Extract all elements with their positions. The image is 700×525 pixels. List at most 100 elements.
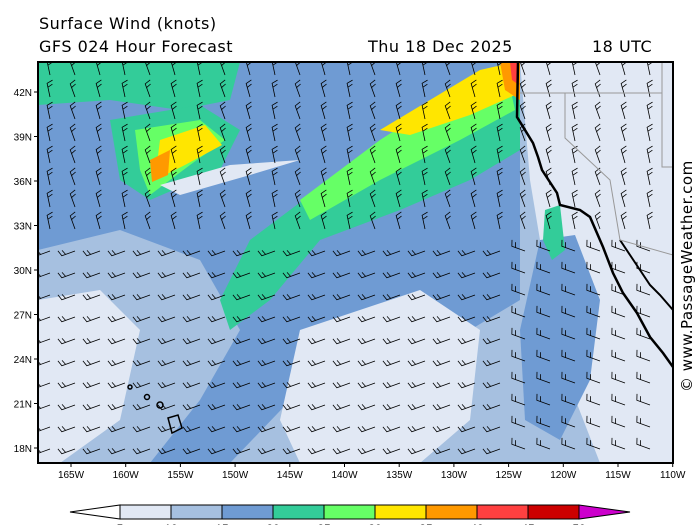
wind-barb [536,437,551,450]
wind-barb [219,101,226,120]
wind-barb [332,338,351,345]
wind-barb [332,250,351,257]
wind-barb [282,404,301,411]
wind-barb [57,448,76,455]
wind-barb [232,426,251,433]
wind-barb [444,167,451,186]
lat-label: 42N [14,88,32,99]
wind-barb [157,448,176,455]
wind-barb [395,167,402,186]
wind-barb [82,316,101,323]
wind-barb [432,404,451,411]
wind-barb [46,79,53,98]
wind-barb [545,123,552,142]
wind-barb [107,360,126,367]
wind-barb [332,360,351,367]
wind-barb [69,145,76,164]
wind-barb [586,283,601,296]
wind-barb [646,145,653,164]
colorbar-label: 15 [215,522,229,525]
wind-barb [407,250,426,257]
wind-barb [219,79,226,98]
lon-label: 135W [386,470,413,481]
wind-barb [561,415,576,428]
wind-barb [444,189,451,208]
wind-barb [636,415,651,428]
wind-barb [57,404,76,411]
wind-barb [382,316,401,323]
wind-barb [257,316,276,323]
wind-barb [432,448,451,455]
wind-barb [132,382,151,389]
wind-barb [196,167,203,186]
wind-barb [282,272,301,279]
wind-barb [157,272,176,279]
wind-barb [482,338,501,345]
wind-barb [282,360,301,367]
wind-barb [357,448,376,455]
wind-barb [307,316,326,323]
wind-barb [271,79,278,98]
wind-barb [121,211,128,230]
wind-barb [157,294,176,301]
wind-barb [470,189,477,208]
wind-barb [444,145,451,164]
wind-barb [57,338,76,345]
wind-barb [332,272,351,279]
wind-barb [561,305,576,318]
wind-barb [320,101,327,120]
wind-barb [511,437,526,450]
wind-barb [536,239,551,252]
wind-barb [95,189,102,208]
wind-barb [170,211,177,230]
wind-barb [121,123,128,142]
wind-barb [571,145,578,164]
wind-barb [470,145,477,164]
wind-barb [482,316,501,323]
colorbar-swatch [374,504,427,520]
wind-barb [369,211,376,230]
wind-barb [561,327,576,340]
wind-barb [586,261,601,274]
wind-barb [245,145,252,164]
wind-barb [57,316,76,323]
wind-barb [457,426,476,433]
wind-barb [57,272,76,279]
wind-barb [69,101,76,120]
wind-barb [219,167,226,186]
wind-barb [271,189,278,208]
wind-barb [636,393,651,406]
wind-barb [620,145,627,164]
wind-barb [257,404,276,411]
wind-barb [182,250,201,257]
wind-barb [307,360,326,367]
wind-barb [561,261,576,274]
latitude-axis: 42N 39N 36N 33N 30N 27N 24N 21N 18N [14,88,38,455]
wind-barb [611,349,626,362]
wind-barb [182,382,201,389]
wind-barb [57,382,76,389]
wind-barb [444,123,451,142]
wind-barb [432,316,451,323]
wind-barb [157,316,176,323]
colorbar-label: 5 [117,522,124,525]
forecast-date: Thu 18 Dec 2025 [368,37,513,56]
wind-barb [511,261,526,274]
wind-barb [182,316,201,323]
wind-barb [470,101,477,120]
wind-barb [561,239,576,252]
wind-barb [294,189,301,208]
wind-barb [620,189,627,208]
wind-barb [107,338,126,345]
wind-barb [157,382,176,389]
wind-barb [95,145,102,164]
lat-label: 18N [14,444,32,455]
wind-barb [511,239,526,252]
wind-barb [369,123,376,142]
colorbar-swatch [119,504,172,520]
wind-barb [207,448,226,455]
wind-barb [646,79,653,98]
lat-label: 33N [14,222,32,233]
wind-barb [586,371,601,384]
